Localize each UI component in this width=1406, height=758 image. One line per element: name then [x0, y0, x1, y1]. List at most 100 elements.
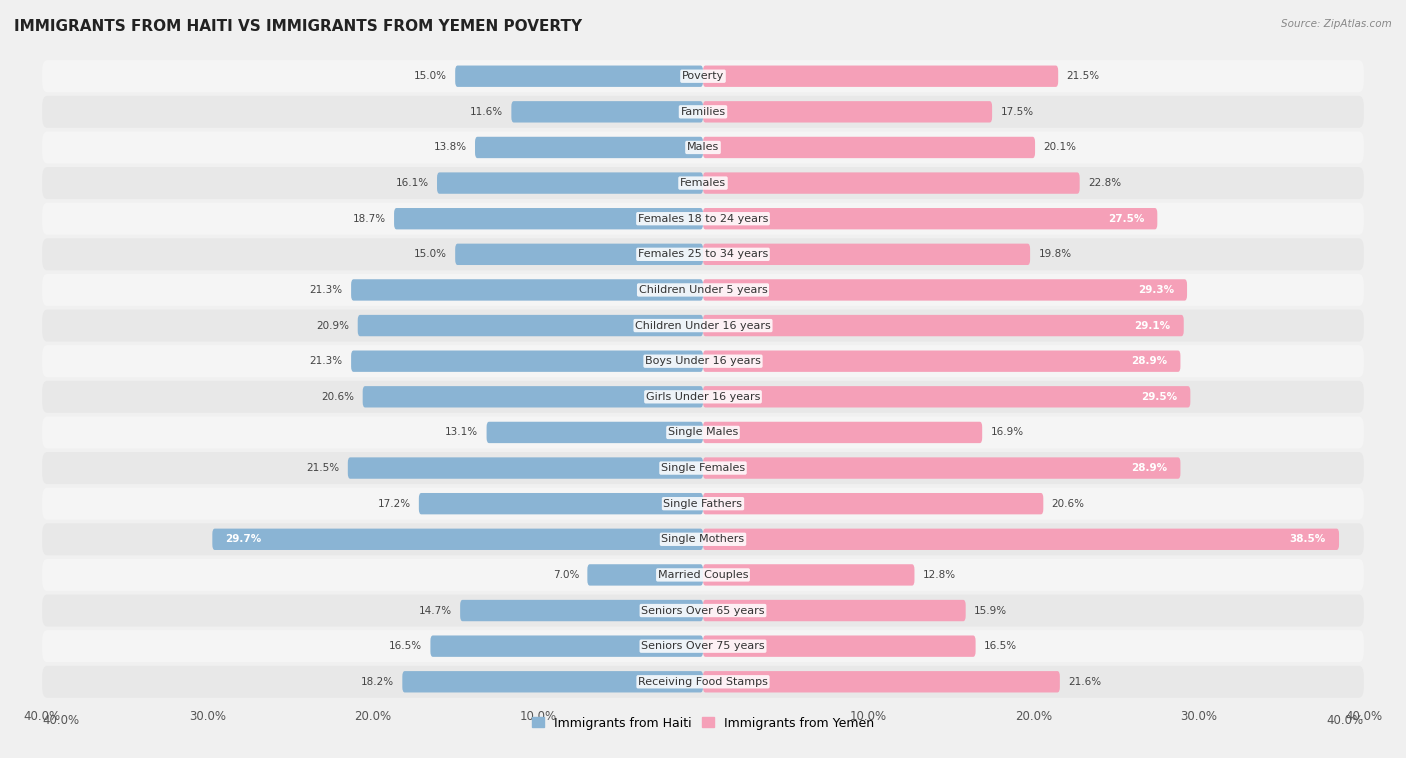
FancyBboxPatch shape: [703, 172, 1080, 194]
Text: 28.9%: 28.9%: [1130, 356, 1167, 366]
Text: 21.3%: 21.3%: [309, 356, 343, 366]
Text: 15.0%: 15.0%: [413, 249, 447, 259]
Text: 18.7%: 18.7%: [353, 214, 385, 224]
FancyBboxPatch shape: [42, 666, 1364, 698]
Text: 27.5%: 27.5%: [1108, 214, 1144, 224]
Text: 16.1%: 16.1%: [395, 178, 429, 188]
Text: Single Females: Single Females: [661, 463, 745, 473]
FancyBboxPatch shape: [703, 564, 914, 586]
Text: 16.9%: 16.9%: [990, 428, 1024, 437]
Text: Children Under 5 years: Children Under 5 years: [638, 285, 768, 295]
FancyBboxPatch shape: [703, 600, 966, 622]
Text: Receiving Food Stamps: Receiving Food Stamps: [638, 677, 768, 687]
Text: 21.5%: 21.5%: [307, 463, 339, 473]
FancyBboxPatch shape: [42, 452, 1364, 484]
Text: 29.7%: 29.7%: [225, 534, 262, 544]
Text: 40.0%: 40.0%: [42, 714, 79, 727]
FancyBboxPatch shape: [42, 238, 1364, 271]
FancyBboxPatch shape: [460, 600, 703, 622]
Text: 20.1%: 20.1%: [1043, 143, 1077, 152]
Text: 15.0%: 15.0%: [413, 71, 447, 81]
Text: 13.1%: 13.1%: [446, 428, 478, 437]
FancyBboxPatch shape: [703, 350, 1181, 372]
Text: 14.7%: 14.7%: [419, 606, 451, 615]
FancyBboxPatch shape: [456, 243, 703, 265]
Legend: Immigrants from Haiti, Immigrants from Yemen: Immigrants from Haiti, Immigrants from Y…: [527, 712, 879, 735]
FancyBboxPatch shape: [703, 457, 1181, 479]
FancyBboxPatch shape: [588, 564, 703, 586]
FancyBboxPatch shape: [352, 279, 703, 301]
FancyBboxPatch shape: [42, 594, 1364, 627]
Text: Single Males: Single Males: [668, 428, 738, 437]
Text: 12.8%: 12.8%: [922, 570, 956, 580]
Text: 21.5%: 21.5%: [1066, 71, 1099, 81]
Text: Families: Families: [681, 107, 725, 117]
FancyBboxPatch shape: [703, 671, 1060, 693]
Text: 7.0%: 7.0%: [553, 570, 579, 580]
Text: 21.3%: 21.3%: [309, 285, 343, 295]
FancyBboxPatch shape: [486, 421, 703, 443]
FancyBboxPatch shape: [703, 65, 1059, 87]
FancyBboxPatch shape: [42, 167, 1364, 199]
Text: 20.9%: 20.9%: [316, 321, 350, 330]
FancyBboxPatch shape: [703, 136, 1035, 158]
FancyBboxPatch shape: [42, 630, 1364, 662]
FancyBboxPatch shape: [475, 136, 703, 158]
Text: 13.8%: 13.8%: [433, 143, 467, 152]
Text: Single Fathers: Single Fathers: [664, 499, 742, 509]
FancyBboxPatch shape: [42, 309, 1364, 342]
FancyBboxPatch shape: [347, 457, 703, 479]
Text: 19.8%: 19.8%: [1039, 249, 1071, 259]
Text: Boys Under 16 years: Boys Under 16 years: [645, 356, 761, 366]
FancyBboxPatch shape: [42, 60, 1364, 92]
FancyBboxPatch shape: [703, 421, 983, 443]
FancyBboxPatch shape: [703, 635, 976, 657]
FancyBboxPatch shape: [703, 315, 1184, 337]
FancyBboxPatch shape: [703, 279, 1187, 301]
FancyBboxPatch shape: [703, 101, 993, 123]
Text: 28.9%: 28.9%: [1130, 463, 1167, 473]
Text: Males: Males: [688, 143, 718, 152]
Text: 17.5%: 17.5%: [1001, 107, 1033, 117]
Text: Poverty: Poverty: [682, 71, 724, 81]
FancyBboxPatch shape: [402, 671, 703, 693]
Text: Single Mothers: Single Mothers: [661, 534, 745, 544]
FancyBboxPatch shape: [703, 208, 1157, 230]
FancyBboxPatch shape: [42, 416, 1364, 449]
FancyBboxPatch shape: [419, 493, 703, 515]
FancyBboxPatch shape: [394, 208, 703, 230]
FancyBboxPatch shape: [42, 345, 1364, 377]
FancyBboxPatch shape: [437, 172, 703, 194]
Text: 20.6%: 20.6%: [1052, 499, 1084, 509]
Text: Seniors Over 75 years: Seniors Over 75 years: [641, 641, 765, 651]
Text: 15.9%: 15.9%: [974, 606, 1007, 615]
Text: 18.2%: 18.2%: [361, 677, 394, 687]
Text: 22.8%: 22.8%: [1088, 178, 1121, 188]
Text: 20.6%: 20.6%: [322, 392, 354, 402]
FancyBboxPatch shape: [42, 131, 1364, 164]
FancyBboxPatch shape: [212, 528, 703, 550]
FancyBboxPatch shape: [42, 202, 1364, 235]
Text: Source: ZipAtlas.com: Source: ZipAtlas.com: [1281, 19, 1392, 29]
FancyBboxPatch shape: [42, 274, 1364, 306]
FancyBboxPatch shape: [430, 635, 703, 657]
FancyBboxPatch shape: [42, 487, 1364, 520]
FancyBboxPatch shape: [42, 96, 1364, 128]
FancyBboxPatch shape: [357, 315, 703, 337]
FancyBboxPatch shape: [363, 386, 703, 408]
FancyBboxPatch shape: [703, 493, 1043, 515]
Text: Females 18 to 24 years: Females 18 to 24 years: [638, 214, 768, 224]
FancyBboxPatch shape: [42, 559, 1364, 591]
Text: Females: Females: [681, 178, 725, 188]
Text: 29.5%: 29.5%: [1142, 392, 1177, 402]
Text: Married Couples: Married Couples: [658, 570, 748, 580]
Text: 29.1%: 29.1%: [1135, 321, 1171, 330]
Text: Children Under 16 years: Children Under 16 years: [636, 321, 770, 330]
Text: 17.2%: 17.2%: [377, 499, 411, 509]
Text: Girls Under 16 years: Girls Under 16 years: [645, 392, 761, 402]
Text: 38.5%: 38.5%: [1289, 534, 1326, 544]
Text: 16.5%: 16.5%: [389, 641, 422, 651]
FancyBboxPatch shape: [703, 243, 1031, 265]
FancyBboxPatch shape: [456, 65, 703, 87]
FancyBboxPatch shape: [42, 381, 1364, 413]
